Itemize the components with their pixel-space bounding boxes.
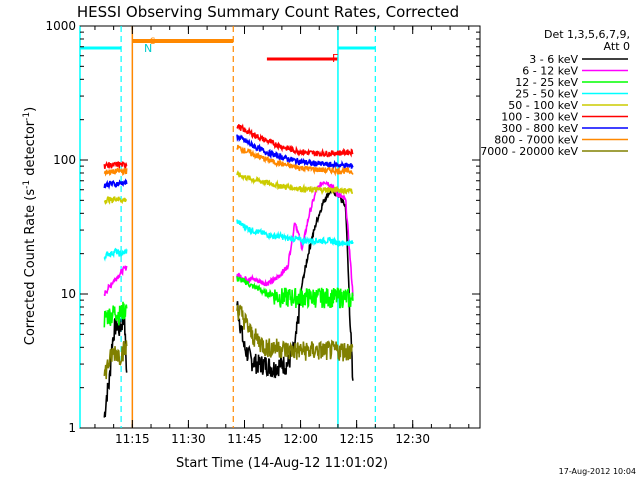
x-tick-label-1: 11:30: [171, 432, 206, 446]
y-axis-label-sup2: -1: [22, 112, 32, 121]
series-1-segment-1: [236, 180, 354, 297]
flag-f: F: [332, 52, 338, 65]
plot-frame: [79, 25, 481, 429]
y-axis: 1 10 100 1000: [45, 19, 480, 435]
legend-label-4: 50 - 100 keV: [508, 99, 578, 112]
y-tick-label-3: 1000: [45, 19, 76, 33]
legend-header-line1: Det 1,3,5,6,7,9,: [544, 28, 630, 41]
series-5-segment-0: [103, 160, 128, 170]
legend-label-8: 7000 - 20000 keV: [480, 145, 578, 158]
y-axis-label: Corrected Count Rate (s-1 detector-1): [22, 107, 38, 345]
legend-label-3: 25 - 50 keV: [515, 88, 578, 101]
x-axis-label: Start Time (14-Aug-12 11:01:02): [176, 456, 388, 471]
series-2-segment-1: [236, 276, 354, 310]
series-3-segment-0: [103, 247, 128, 262]
series-8-segment-1: [236, 304, 354, 362]
series-7-segment-1: [236, 144, 354, 177]
legend-label-5: 100 - 300 keV: [501, 111, 578, 124]
legend-label-0: 3 - 6 keV: [529, 53, 578, 66]
y-tick-label-1: 10: [61, 287, 76, 301]
series-6-segment-0: [103, 178, 128, 190]
series-8-segment-0: [103, 340, 128, 380]
flag-n: N: [144, 42, 152, 55]
y-axis-label-mid: detector: [23, 120, 38, 180]
legend-label-7: 800 - 7000 keV: [494, 134, 578, 147]
chart-title: HESSI Observing Summary Count Rates, Cor…: [77, 3, 459, 21]
series-3-segment-1: [236, 219, 354, 247]
series-2-segment-0: [103, 301, 128, 328]
x-tick-label-5: 12:30: [395, 432, 430, 446]
legend-label-1: 6 - 12 keV: [522, 65, 578, 78]
x-axis: 11:15 11:30 11:45 12:00 12:15 12:30: [94, 26, 470, 446]
legend-label-2: 12 - 25 keV: [515, 76, 578, 89]
observing-markers: [79, 26, 376, 428]
x-tick-label-4: 12:15: [339, 432, 374, 446]
series-1-segment-0: [103, 265, 128, 297]
legend-header-line2: Att 0: [604, 40, 630, 53]
series-0-segment-0: [103, 310, 128, 418]
x-tick-label-3: 12:00: [283, 432, 318, 446]
series-7-segment-0: [103, 166, 128, 177]
series-6-segment-1: [236, 134, 354, 171]
y-axis-label-end: ): [23, 107, 38, 112]
series-4-segment-1: [236, 170, 354, 196]
series-4-segment-0: [103, 195, 128, 206]
y-axis-label-main: Corrected Count Rate (s: [23, 189, 38, 346]
y-axis-label-sup1: -1: [22, 180, 32, 189]
legend-label-6: 300 - 800 keV: [501, 122, 578, 135]
footer-timestamp: 17-Aug-2012 10:04: [559, 467, 636, 476]
series-layer: [103, 123, 354, 418]
flag-s: S: [150, 37, 156, 47]
y-tick-label-2: 100: [53, 153, 76, 167]
x-tick-label-2: 11:45: [227, 432, 262, 446]
series-5-segment-1: [236, 123, 354, 158]
y-tick-label-0: 1: [68, 421, 76, 435]
x-tick-label-0: 11:15: [115, 432, 150, 446]
